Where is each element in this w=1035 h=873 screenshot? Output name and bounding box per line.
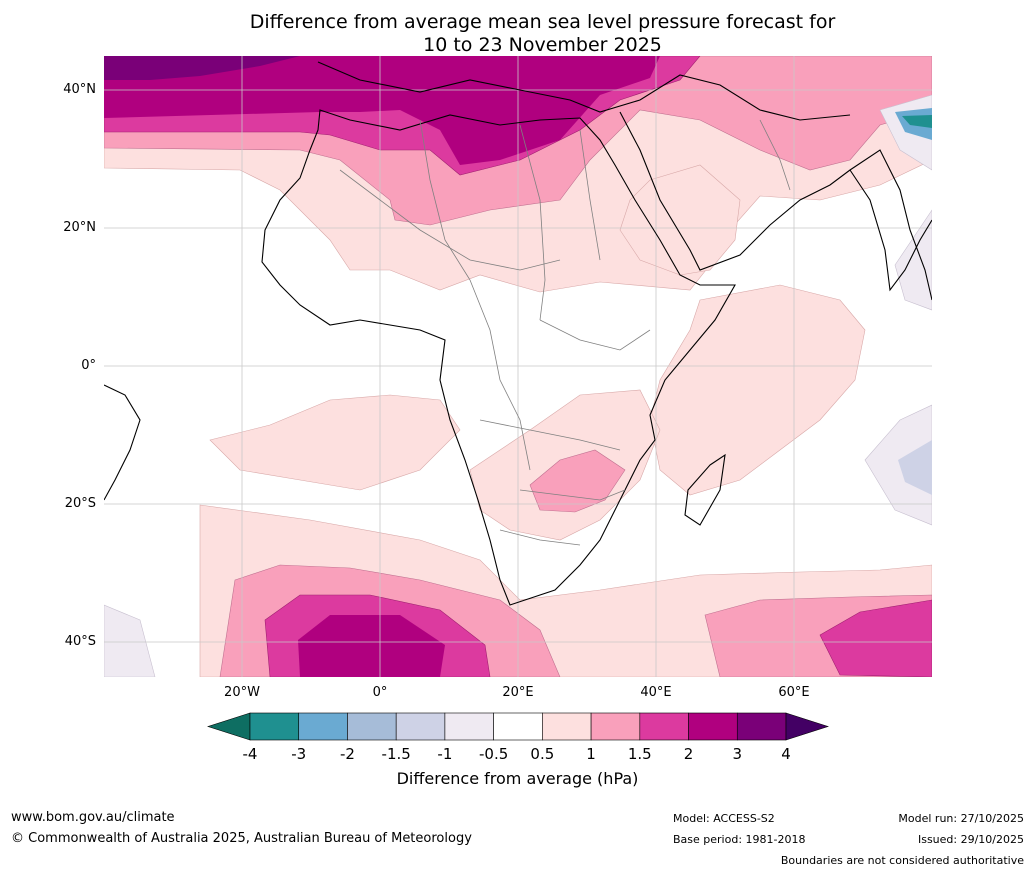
coast-africa xyxy=(261,109,736,606)
footer-model: Model: ACCESS-S2 xyxy=(673,812,775,825)
lat-label-0: 0° xyxy=(81,358,96,373)
anomaly-0.5-1-south-atlantic xyxy=(209,394,461,491)
lon-label-20w: 20°W xyxy=(224,685,260,700)
map-title-line1: Difference from average mean sea level p… xyxy=(249,11,836,33)
colorbar-tick-label: 2 xyxy=(683,745,694,763)
graticule xyxy=(104,56,932,677)
anomaly-2-3-southern-ocean xyxy=(298,615,445,677)
colorbar-tick-label: 3 xyxy=(732,745,743,763)
colorbar-segment xyxy=(347,712,397,741)
lat-label-20s: 20°S xyxy=(64,496,96,511)
footer-copyright: © Commonwealth of Australia 2025, Austra… xyxy=(11,831,472,846)
colorbar-segment xyxy=(444,712,494,741)
lon-label-40e: 40°E xyxy=(640,685,672,700)
anomaly-0.5-1-arabia xyxy=(619,164,741,276)
lat-label-40s: 40°S xyxy=(64,634,96,649)
colorbar-segment xyxy=(736,712,787,741)
lon-label-20e: 20°E xyxy=(502,685,534,700)
anomaly-neg-asia-deep xyxy=(902,115,932,128)
coast-arabia xyxy=(619,111,932,301)
colorbar-segment xyxy=(395,712,446,741)
anomaly-3-4-north xyxy=(104,56,300,80)
colorbar-segment xyxy=(688,712,738,741)
country-borders xyxy=(339,119,791,546)
map-plot-area xyxy=(104,56,932,677)
coast-europe xyxy=(317,61,851,121)
colorbar-tick-label: 1.5 xyxy=(627,745,652,763)
footer-website[interactable]: www.bom.gov.au/climate xyxy=(11,810,175,825)
anomaly-neg-mascarene-core xyxy=(898,440,932,495)
colorbar-tick-label: -3 xyxy=(291,745,307,763)
anomaly-1.5-2-southern-ocean-east xyxy=(819,599,932,677)
colorbar-tick-label: -4 xyxy=(242,745,258,763)
anomaly-neg-southwest xyxy=(104,604,156,677)
colorbar-tick-label: 0.5 xyxy=(530,745,555,763)
coast-south-america xyxy=(104,384,141,501)
colorbar-tick-label: -0.5 xyxy=(478,745,509,763)
colorbar-arrow-left xyxy=(207,712,251,741)
colorbar xyxy=(207,712,829,741)
colorbar-tick-label: 4 xyxy=(781,745,791,763)
colorbar-segment xyxy=(249,712,300,741)
lat-label-20n: 20°N xyxy=(63,220,96,235)
anomaly-2-3-north xyxy=(104,56,660,165)
footer-issued: Issued: 29/10/2025 xyxy=(917,833,1024,846)
lon-label-0: 0° xyxy=(372,685,388,700)
footer-disclaimer: Boundaries are not considered authoritat… xyxy=(780,854,1024,867)
colorbar-segment xyxy=(590,712,641,741)
coast-madagascar xyxy=(684,453,726,526)
anomaly-neg-mascarene xyxy=(864,404,932,526)
colorbar-segment xyxy=(298,712,348,741)
colorbar-tick-label: -1.5 xyxy=(381,745,411,763)
colorbar-arrow-right xyxy=(785,712,829,741)
colorbar-segment xyxy=(542,712,592,741)
anomaly-1-1.5-southern-africa xyxy=(529,449,626,513)
colorbar-tick-label: -1 xyxy=(437,745,453,763)
colorbar-tick-label: 1 xyxy=(586,745,596,763)
colorbar-label: Difference from average (hPa) xyxy=(396,769,639,788)
map-title-line2: 10 to 23 November 2025 xyxy=(423,34,662,56)
footer-base-period: Base period: 1981-2018 xyxy=(673,833,806,846)
anomaly-0.5-1-indian-ocean xyxy=(649,284,866,496)
coast-india xyxy=(849,169,932,292)
coastlines xyxy=(104,61,932,606)
lat-label-40n: 40°N xyxy=(63,82,96,97)
colorbar-segment xyxy=(493,712,543,741)
colorbar-tick-label: -2 xyxy=(339,745,355,763)
colorbar-segment xyxy=(639,712,689,741)
lon-label-60e: 60°E xyxy=(778,685,810,700)
footer-model-run: Model run: 27/10/2025 xyxy=(898,812,1024,825)
